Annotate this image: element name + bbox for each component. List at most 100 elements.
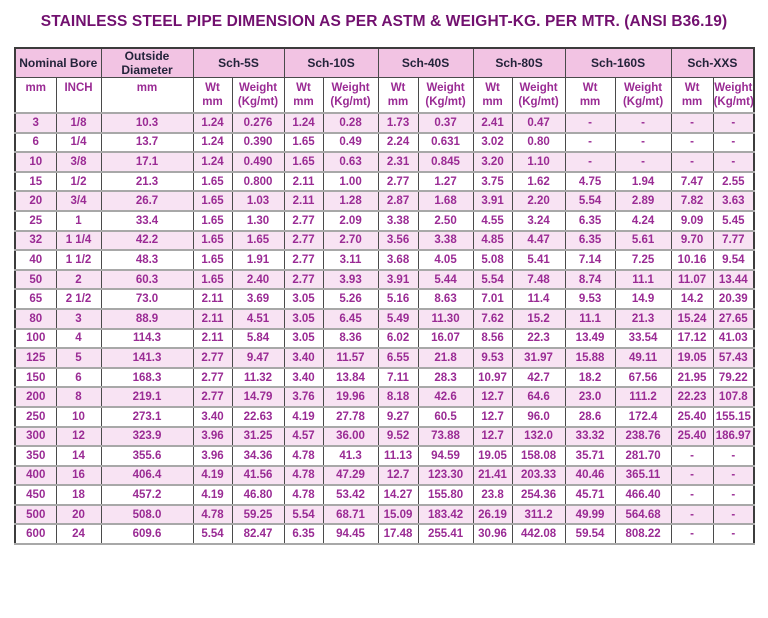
cell: 18.2 — [564, 366, 616, 389]
cell: 9.54 — [712, 249, 755, 271]
column-header: mm — [14, 77, 57, 114]
column-header-line: mm — [681, 96, 703, 108]
table-row: 25 1 33.4 1.65 1.30 2.77 2.09 3.38 2.50 4.55 3.24 6… — [14, 209, 755, 232]
cell: 1.65 — [283, 131, 324, 154]
cell: 3.69 — [231, 288, 285, 310]
cell: 15.09 — [377, 503, 419, 526]
cell: 2.89 — [614, 190, 672, 212]
cell: 125 — [14, 347, 57, 369]
cell: 1.27 — [417, 170, 474, 193]
column-group-header: Sch-40S — [377, 47, 474, 78]
cell: 3.05 — [283, 288, 324, 310]
cell: 254.36 — [511, 484, 566, 506]
cell: 1.65 — [231, 229, 285, 252]
cell: 9.47 — [231, 347, 285, 369]
table-row: 15 1/2 21.3 1.65 0.800 2.11 1.00 2.77 1.27 3.75 1.… — [14, 170, 755, 193]
cell: 2.55 — [712, 170, 755, 193]
cell: 9.53 — [564, 288, 616, 310]
cell: 73.88 — [417, 425, 474, 448]
cell: 406.4 — [100, 464, 194, 487]
cell: 19.05 — [472, 445, 513, 467]
cell: 3.40 — [283, 347, 324, 369]
cell: 3.68 — [377, 249, 419, 271]
cell: 42.6 — [417, 386, 474, 408]
cell: 3.63 — [712, 190, 755, 212]
table-body: 3 1/8 10.3 1.24 0.276 1.24 0.28 1.73 0.37 2.41 0.4… — [14, 112, 755, 546]
cell: 21.3 — [100, 170, 194, 193]
cell: 6.02 — [377, 327, 419, 350]
cell: 3.40 — [283, 366, 324, 389]
cell: - — [670, 484, 714, 506]
column-header: Wt mm — [564, 77, 616, 114]
cell: 68.71 — [322, 503, 379, 526]
column-header-line: (Kg/mt) — [425, 96, 466, 108]
cell: 6 — [14, 131, 57, 154]
cell: 3.20 — [472, 151, 513, 173]
column-header-line: (Kg/mt) — [518, 96, 559, 108]
table-row: 40 1 1/2 48.3 1.65 1.91 2.77 3.11 3.68 4.05 5.08 5… — [14, 249, 755, 271]
cell: 28.6 — [564, 405, 616, 428]
cell: 18 — [55, 484, 102, 506]
cell: 53.42 — [322, 484, 379, 506]
column-header: Weight (Kg/mt) — [511, 77, 566, 114]
cell: 5.54 — [283, 503, 324, 526]
cell: 5.45 — [712, 209, 755, 232]
column-header: Wt mm — [670, 77, 714, 114]
column-header-line: Weight — [624, 82, 663, 94]
cell: 5.08 — [472, 249, 513, 271]
cell: 2.31 — [377, 151, 419, 173]
cell: 4.47 — [511, 229, 566, 252]
cell: - — [712, 112, 755, 134]
cell: 1.73 — [377, 112, 419, 134]
cell: 1.24 — [192, 151, 233, 173]
cell: 141.3 — [100, 347, 194, 369]
cell: - — [564, 151, 616, 173]
table-row: 20 3/4 26.7 1.65 1.03 2.11 1.28 2.87 1.68 3.91 2.2… — [14, 190, 755, 212]
column-header-line: Wt — [205, 82, 220, 94]
cell: 7.01 — [472, 288, 513, 310]
cell: 31.25 — [231, 425, 285, 448]
cell: 5.41 — [511, 249, 566, 271]
cell: 5.54 — [472, 268, 513, 291]
column-header-line: Wt — [684, 82, 700, 94]
cell: - — [564, 131, 616, 154]
column-group-header: Sch-160S — [564, 47, 672, 78]
cell: 73.0 — [100, 288, 194, 310]
cell: 11.4 — [511, 288, 566, 310]
table-row: 350 14 355.6 3.96 34.36 4.78 41.3 11.13 94.59 19.… — [14, 445, 755, 467]
cell: 0.37 — [417, 112, 474, 134]
cell: 5 — [55, 347, 102, 369]
cell: 2.77 — [283, 268, 324, 291]
cell: 3 — [55, 307, 102, 330]
cell: 1.65 — [283, 151, 324, 173]
cell: 1.65 — [192, 249, 233, 271]
cell: 0.49 — [322, 131, 379, 154]
cell: 9.09 — [670, 209, 714, 232]
cell: 22.23 — [670, 386, 714, 408]
cell: - — [670, 464, 714, 487]
cell: 600 — [14, 523, 57, 546]
cell: - — [712, 131, 755, 154]
cell: 8.63 — [417, 288, 474, 310]
cell: 281.70 — [614, 445, 672, 467]
cell: 21.95 — [670, 366, 714, 389]
cell: 2.11 — [283, 170, 324, 193]
cell: 100 — [14, 327, 57, 350]
cell: 22.3 — [511, 327, 566, 350]
cell: 4.78 — [283, 445, 324, 467]
cell: 3.93 — [322, 268, 379, 291]
cell: 132.0 — [511, 425, 566, 448]
cell: 808.22 — [614, 523, 672, 546]
cell: 400 — [14, 464, 57, 487]
cell: 21.3 — [614, 307, 672, 330]
cell: 0.845 — [417, 151, 474, 173]
column-header: Wt mm — [283, 77, 324, 114]
cell: 26.19 — [472, 503, 513, 526]
table-row: 450 18 457.2 4.19 46.80 4.78 53.42 14.27 155.80 2… — [14, 484, 755, 506]
cell: 2.87 — [377, 190, 419, 212]
cell: 49.99 — [564, 503, 616, 526]
cell: 11.1 — [614, 268, 672, 291]
cell: 9.53 — [472, 347, 513, 369]
cell: 34.36 — [231, 445, 285, 467]
table-row: 300 12 323.9 3.96 31.25 4.57 36.00 9.52 73.88 12.… — [14, 425, 755, 448]
